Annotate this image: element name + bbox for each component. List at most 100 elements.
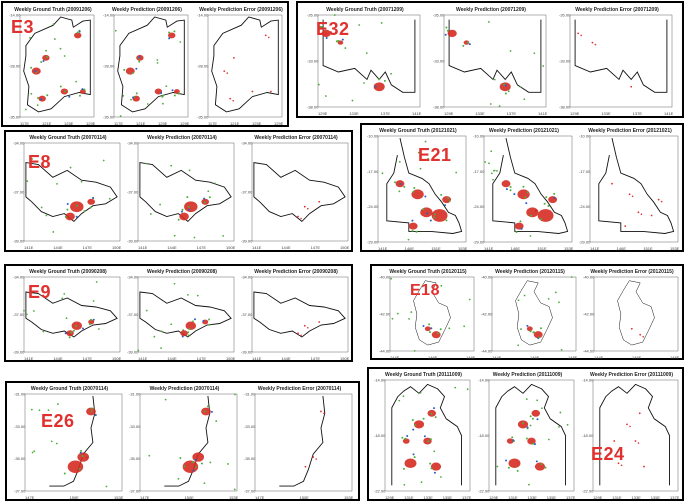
fire-point	[468, 298, 471, 301]
fire-point	[532, 331, 535, 334]
x-tick-label: 131E	[508, 495, 518, 500]
fire-point	[325, 36, 328, 39]
x-tick-label: 144E	[492, 355, 502, 360]
fire-point	[187, 334, 190, 337]
y-tick-label: -22.00	[582, 489, 594, 494]
fire-point	[203, 482, 206, 485]
state-outline	[492, 137, 569, 234]
fire-cluster	[185, 321, 197, 330]
fire-point	[196, 294, 199, 297]
state-outline	[164, 395, 211, 487]
fire-point	[208, 318, 211, 321]
fire-point	[31, 158, 34, 160]
map-ground-truth-e3: -14.00 -28.00 -35.00 117E 121E 125E 129E Weekly…	[8, 7, 98, 127]
fire-cluster	[548, 196, 558, 204]
y-tick-label: -26.00	[559, 13, 571, 18]
fire-point	[203, 410, 206, 413]
map-prediction-error-e8: -34.00 -37.00 -39.00 141E 144E 147E 150E Weekly…	[240, 135, 352, 251]
fire-point	[78, 467, 81, 470]
fire-point	[88, 323, 91, 326]
fire-point	[538, 336, 540, 339]
fire-point	[171, 89, 174, 92]
fire-point	[114, 29, 117, 32]
fire-point	[193, 318, 196, 321]
fire-point	[496, 465, 499, 468]
map-title: Weekly Prediction Error (20070114)	[254, 135, 338, 141]
fire-point	[390, 72, 393, 75]
fire-point	[398, 160, 401, 163]
fire-point	[164, 398, 167, 401]
y-tick-label: -37.00	[129, 489, 141, 494]
fire-point	[344, 47, 347, 49]
y-tick-label: -28.00	[197, 64, 209, 69]
x-tick-label: 135E	[651, 495, 661, 500]
fire-point	[402, 395, 405, 398]
x-tick-label: 151E	[643, 246, 653, 251]
x-tick-label: 147E	[25, 495, 35, 500]
fire-point	[146, 103, 149, 105]
x-tick-label: 150E	[112, 245, 122, 250]
y-tick-label: -40.00	[583, 275, 595, 280]
fire-point	[24, 108, 27, 111]
fire-point	[422, 208, 425, 211]
x-tick-label: 121E	[42, 121, 52, 126]
fire-point	[422, 324, 425, 327]
x-tick-label: 129E	[444, 111, 454, 116]
fire-point	[424, 140, 427, 143]
fire-point	[544, 466, 547, 469]
y-tick-label: -28.00	[103, 64, 115, 69]
error-point	[643, 465, 645, 468]
y-tick-label: -42.00	[481, 312, 493, 317]
x-tick-label: 125E	[158, 121, 168, 126]
x-tick-label: 144E	[281, 245, 291, 250]
fire-point	[399, 183, 402, 186]
error-point	[300, 334, 302, 337]
x-tick-label: 129E	[385, 495, 395, 500]
fire-point	[170, 164, 173, 167]
map-ground-truth-e24: -14.00 -18.00 -22.00 129E 131E 133E 135E 137E We…	[373, 372, 474, 501]
fire-point	[529, 424, 532, 427]
fire-point	[188, 327, 191, 330]
x-tick-label: 141E	[664, 111, 674, 116]
fire-point	[444, 33, 447, 36]
y-tick-label: -37.00	[241, 312, 253, 317]
plot-frame	[137, 276, 235, 353]
fire-cluster	[201, 407, 211, 416]
map-prediction-e21: -10.00 -17.00 -24.00 -29.00 141E 146E 151E 153E…	[472, 128, 576, 252]
fire-point	[412, 428, 415, 431]
error-point	[630, 85, 633, 88]
x-tick-label: 129E	[318, 111, 328, 116]
y-tick-label: -40.00	[481, 275, 493, 280]
error-point	[617, 462, 620, 465]
y-tick-label: -26.00	[307, 13, 319, 18]
fire-point	[97, 328, 100, 330]
x-tick-label: 147E	[311, 356, 321, 361]
fire-point	[202, 319, 205, 322]
fire-point	[529, 415, 532, 418]
fire-cluster	[413, 420, 425, 429]
y-tick-label: -39.00	[241, 350, 253, 355]
fire-point	[525, 202, 528, 205]
fire-cluster	[534, 462, 546, 471]
error-point	[630, 327, 633, 330]
y-tick-label: -14.00	[478, 378, 490, 383]
state-outline	[139, 162, 232, 223]
x-tick-label: 147E	[83, 356, 93, 361]
y-tick-label: -33.00	[307, 59, 319, 64]
panel-label-e3: E3	[11, 17, 35, 37]
y-tick-label: -31.00	[14, 392, 26, 397]
fire-point	[440, 284, 443, 287]
fire-cluster	[184, 201, 198, 213]
error-point	[611, 182, 613, 185]
error-point	[233, 56, 235, 59]
x-tick-label: 129E	[274, 121, 284, 126]
map-prediction-error-e18: -40.00 -42.00 -44.00 144E 146E 148E Weekly Pre…	[582, 269, 682, 361]
x-tick-label: 150E	[340, 356, 350, 361]
fire-point	[177, 477, 180, 480]
x-tick-label: 137E	[507, 111, 517, 116]
map-ground-truth-e32: -26.00 -33.00 -38.00 129E 133E 137E 141E Weekly…	[306, 7, 424, 117]
map-prediction-e32: -26.00 -33.00 -38.00 129E 133E 137E 141E Weekly…	[432, 7, 550, 117]
fire-point	[30, 92, 33, 95]
